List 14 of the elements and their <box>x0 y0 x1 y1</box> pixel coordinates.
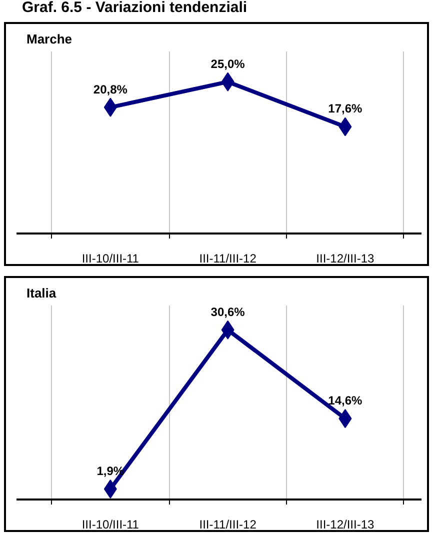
chart-subtitle: Marche <box>26 32 72 46</box>
x-tick-label: III-11/III-12 <box>199 252 257 266</box>
chart-title: Graf. 6.5 - Variazioni tendenziali <box>22 0 248 16</box>
x-tick-label: III-11/III-12 <box>199 518 257 532</box>
data-label: 25,0% <box>210 56 246 71</box>
data-label: 30,6% <box>210 304 246 319</box>
x-tick-label: III-10/III-11 <box>82 252 140 266</box>
x-tick-label: III-12/III-13 <box>316 518 375 532</box>
x-tick-label: III-10/III-11 <box>82 518 140 532</box>
data-label: 17,6% <box>328 102 363 116</box>
chart-subtitle: Italia <box>26 286 57 300</box>
x-tick-label: III-12/III-13 <box>316 252 375 266</box>
data-label: 20,8% <box>93 82 128 96</box>
data-label: 14,6% <box>328 394 363 408</box>
